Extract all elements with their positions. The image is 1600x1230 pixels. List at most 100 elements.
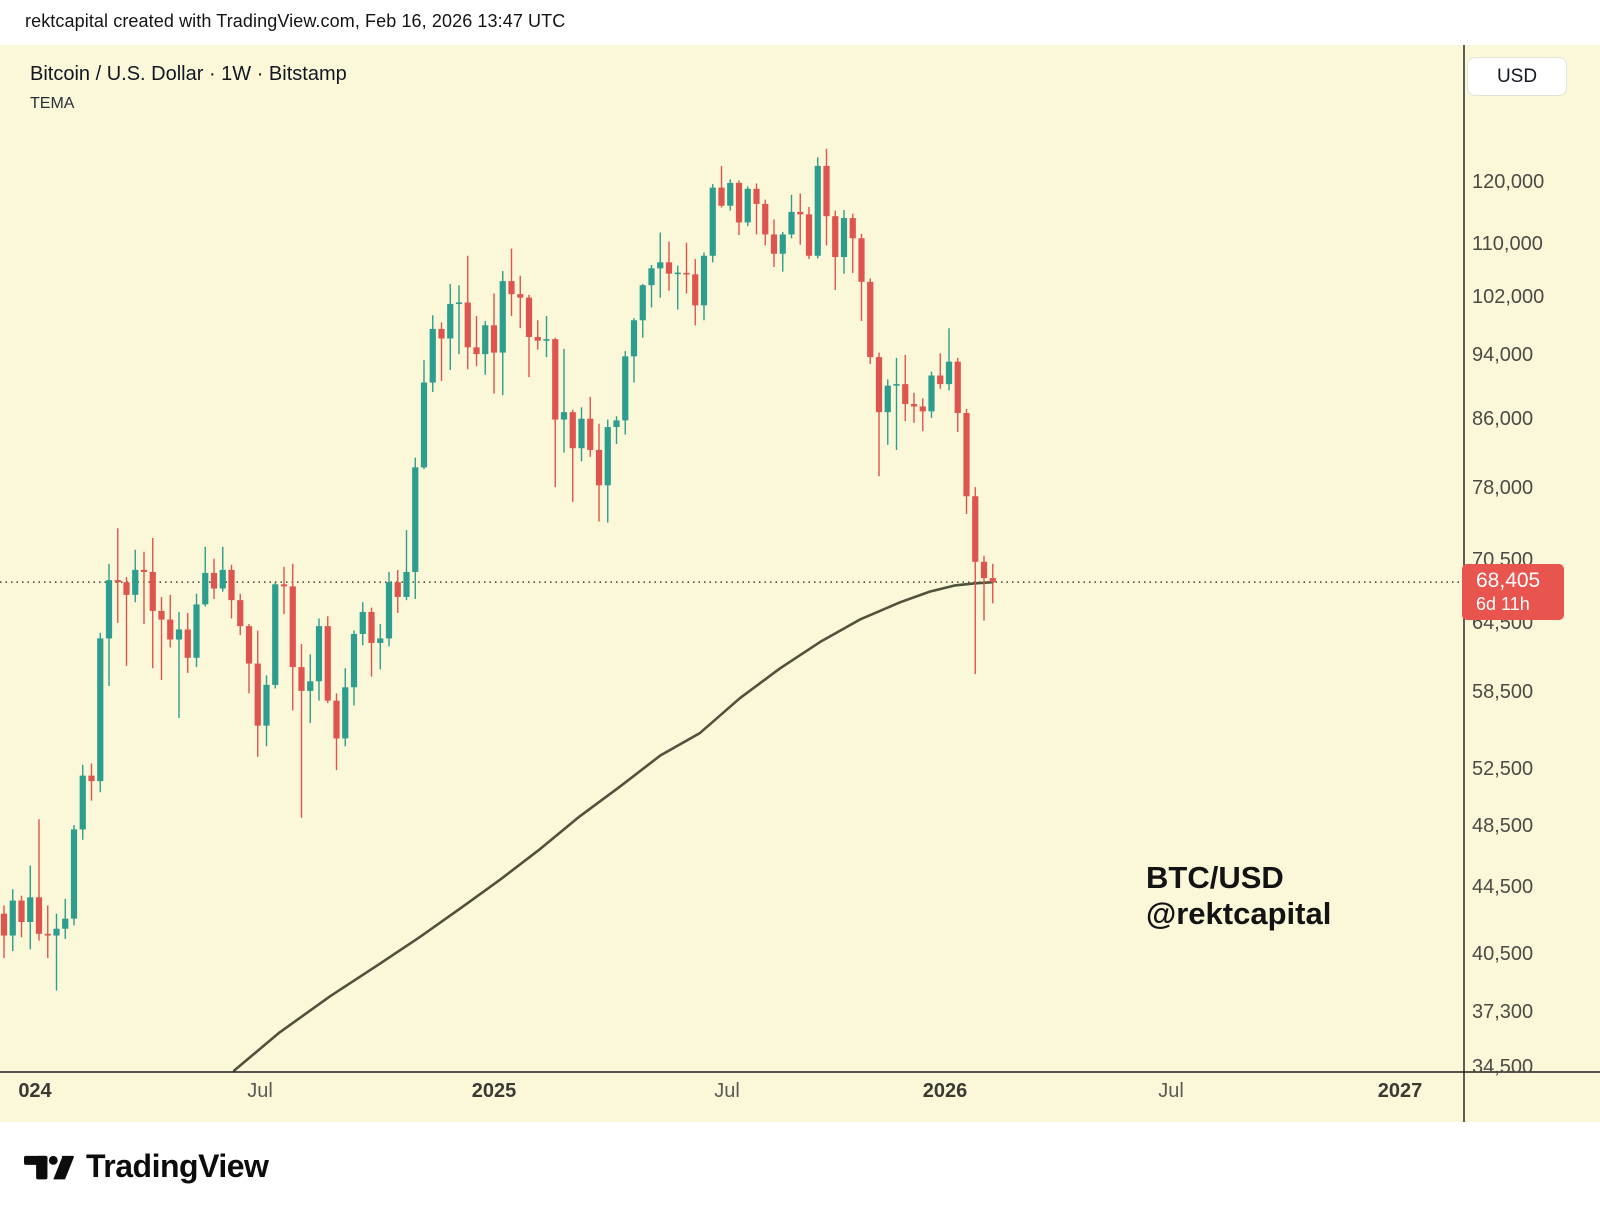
time-tick-label: Jul	[247, 1080, 273, 1102]
last-price-value: 68,405	[1476, 569, 1541, 593]
candle-body	[35, 897, 43, 934]
candle-body	[569, 412, 576, 449]
candle-body	[88, 775, 95, 782]
candle-body	[499, 281, 506, 353]
candle-body	[175, 629, 183, 640]
attribution-text: rektcapital created with TradingView.com…	[25, 11, 566, 31]
price-tick-label: 120,000	[1472, 170, 1545, 193]
candle-body	[683, 272, 690, 275]
candle-body	[342, 687, 349, 739]
candle-body	[193, 604, 200, 658]
candle-body	[464, 302, 471, 348]
candle-body	[79, 775, 86, 830]
candle-body	[543, 339, 550, 341]
time-tick-label: 2025	[471, 1080, 517, 1102]
candle-body	[237, 600, 244, 627]
candle-body	[490, 325, 498, 353]
price-tick-label: 37,300	[1472, 1001, 1534, 1024]
candle-body	[219, 569, 226, 589]
candle-body	[350, 633, 358, 688]
candle-body	[718, 187, 725, 206]
candle-body	[989, 578, 996, 583]
watermark: BTC/USD @rektcapital	[1146, 860, 1331, 932]
candle-body	[403, 571, 410, 597]
candle-body	[727, 182, 734, 206]
candle-body	[0, 913, 8, 936]
candle-body	[18, 900, 25, 923]
price-tick-label: 34,500	[1472, 1056, 1534, 1079]
candle-body	[805, 214, 813, 256]
candle-body	[394, 582, 401, 597]
candle-body	[972, 496, 979, 562]
candle-body	[9, 900, 16, 936]
candle-body	[919, 406, 926, 412]
price-tick-label: 86,000	[1472, 407, 1534, 430]
candle-body	[622, 356, 629, 421]
candle-body	[770, 234, 778, 254]
price-tick-label: 48,500	[1472, 814, 1534, 837]
candle-body	[604, 427, 611, 486]
price-tick-label: 52,500	[1472, 758, 1534, 781]
candle-body	[333, 700, 340, 739]
candle-body	[473, 347, 480, 355]
candle-body	[455, 302, 463, 305]
candle-body	[377, 638, 384, 643]
currency-toggle-button[interactable]: USD	[1467, 57, 1567, 96]
candle-body	[578, 418, 585, 449]
candle-body	[840, 218, 848, 258]
candle-body	[788, 211, 795, 235]
candle-body	[272, 584, 279, 685]
candle-body	[902, 384, 909, 405]
plot-layer	[0, 148, 1464, 1072]
candle-body	[105, 580, 113, 639]
candle-body	[560, 412, 568, 420]
candle-body	[412, 467, 419, 572]
price-tick-label: 44,500	[1472, 875, 1534, 898]
candle-body	[420, 382, 428, 468]
candle-body	[867, 281, 874, 358]
candle-body	[385, 582, 393, 639]
candle-body	[140, 569, 148, 572]
candle-body	[53, 928, 60, 936]
watermark-symbol: BTC/USD	[1146, 860, 1284, 895]
candle-body	[149, 571, 156, 611]
attribution-bar: rektcapital created with TradingView.com…	[0, 0, 1600, 45]
footer-bar: TradingView	[0, 1122, 1600, 1230]
candle-body	[525, 297, 533, 337]
candle-body	[263, 684, 270, 726]
time-tick-label: Jul	[1158, 1080, 1184, 1102]
candle-body	[893, 384, 900, 386]
symbol-title: Bitcoin / U.S. Dollar · 1W · Bitstamp	[30, 63, 347, 85]
candle-body	[70, 829, 78, 919]
candle-body	[167, 619, 174, 640]
candle-body	[665, 262, 673, 274]
candle-body	[359, 611, 366, 634]
price-tick-label: 40,500	[1472, 942, 1534, 965]
candle-body	[132, 569, 139, 595]
candle-body	[595, 449, 603, 486]
candle-body	[779, 234, 786, 254]
candle-body	[245, 626, 253, 664]
candle-body	[657, 262, 664, 269]
candle-body	[858, 238, 865, 282]
candle-body	[289, 586, 296, 668]
time-tick-label: 024	[18, 1080, 52, 1102]
candle-body	[97, 638, 104, 782]
candle-body	[762, 203, 769, 235]
candle-body	[832, 216, 839, 258]
candle-body	[210, 572, 218, 589]
candle-body	[429, 328, 436, 383]
candle-body	[744, 188, 751, 223]
candle-body	[937, 375, 944, 385]
candle-body	[482, 325, 489, 355]
candle-body	[587, 418, 594, 450]
candle-body	[700, 255, 708, 306]
tema-line	[232, 580, 995, 1072]
candle-body	[823, 165, 830, 217]
candle-body	[692, 274, 699, 306]
candle-body	[639, 285, 646, 321]
candles-layer	[0, 148, 996, 991]
candle-body	[630, 320, 638, 357]
tradingview-wordmark: TradingView	[86, 1148, 269, 1184]
